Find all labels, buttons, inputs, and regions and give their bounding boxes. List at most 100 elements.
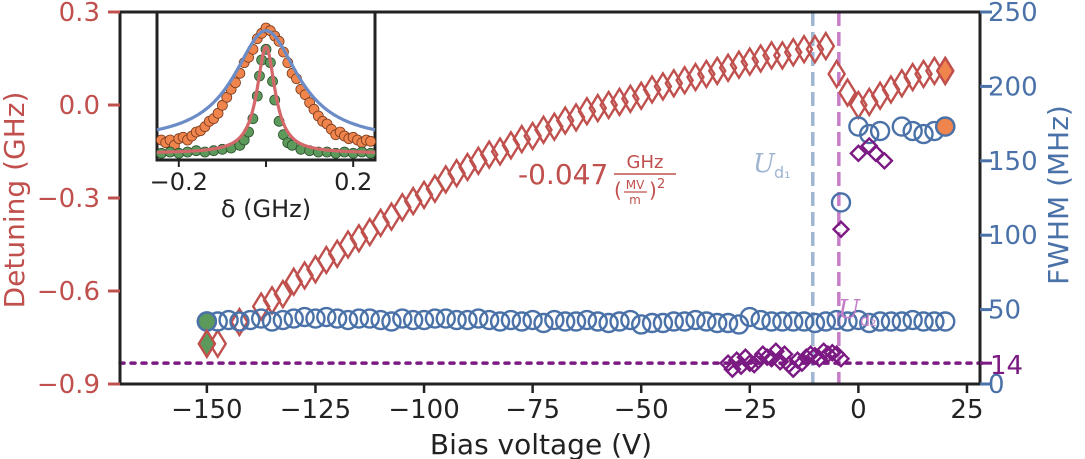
fwhm-point [576, 309, 598, 331]
fwhm-point [326, 308, 348, 329]
detuning-point [783, 37, 803, 68]
y-left-tick-label: −0.9 [37, 370, 100, 400]
detuning-point [729, 49, 749, 80]
fwhm-point [392, 308, 413, 329]
detuning-point [718, 52, 738, 84]
fwhm-point [533, 312, 554, 334]
fwhm-point [283, 308, 304, 329]
detuning-point [914, 58, 933, 90]
fwhm-purple-point [810, 349, 829, 368]
detuning-point [273, 278, 293, 310]
fwhm-point [370, 309, 391, 331]
detuning-point [588, 92, 608, 124]
detuning-point [512, 123, 532, 155]
fwhm-point [772, 311, 793, 332]
fwhm-point [913, 123, 934, 145]
inset-x-label: δ (GHz) [221, 195, 311, 223]
detuning-point [599, 89, 619, 121]
y-right-tick-label: 150 [988, 147, 1038, 177]
fwhm-purple-point [831, 349, 851, 368]
highlight-point [935, 55, 955, 87]
fwhm-point [663, 311, 684, 332]
fwhm-point [837, 311, 858, 332]
right-axis-14-label: 14 [990, 351, 1023, 381]
vline2-label-sub: d₂ [860, 311, 877, 330]
fwhm-point [457, 309, 478, 331]
fwhm-point [250, 308, 272, 329]
y-right-tick-label: 250 [988, 0, 1038, 28]
x-tick-label: 0 [850, 395, 867, 425]
fwhm-point [468, 308, 489, 329]
y-right-tick-label: 200 [988, 72, 1038, 102]
fwhm-point [381, 311, 402, 332]
detuning-point [230, 306, 249, 338]
fwhm-point [598, 312, 619, 334]
fwhm-point [717, 312, 739, 334]
highlight-point [196, 311, 218, 332]
fwhm-point [544, 309, 565, 331]
fwhm-point [685, 309, 706, 331]
fwhm-point [435, 308, 456, 329]
fwhm-point [337, 309, 359, 331]
fwhm-purple-point [849, 144, 868, 163]
fwhm-purple-point [740, 353, 759, 373]
detuning-point [827, 58, 847, 90]
fwhm-point [565, 311, 587, 332]
x-tick-label: −150 [171, 395, 242, 425]
fwhm-point [446, 309, 467, 331]
fwhm-point [804, 312, 826, 334]
fwhm-point [761, 311, 782, 332]
fwhm-point [511, 311, 532, 332]
x-tick-label: −50 [614, 395, 669, 425]
fwhm-point [707, 312, 728, 334]
vline1-label: U [753, 149, 776, 179]
fwhm-purple-point [823, 343, 842, 362]
fwhm-point [902, 309, 923, 331]
inset-orange-point [365, 135, 377, 147]
fwhm-point [826, 309, 847, 331]
detuning-point [740, 46, 760, 77]
fwhm-point [793, 311, 815, 332]
fwhm-point [783, 311, 804, 332]
fwhm-point [402, 309, 424, 331]
fwhm-point [424, 308, 446, 329]
fwhm-point [522, 309, 543, 331]
fwhm-point [609, 311, 630, 332]
fwhm-point [620, 309, 641, 331]
detuning-point [675, 64, 695, 96]
inset-blue-fit [156, 29, 376, 132]
y-axis-left-label: Detuning (GHz) [0, 92, 31, 309]
slope-unit-denominator: MV [626, 178, 645, 192]
fwhm-point [359, 308, 380, 329]
fwhm-point [229, 311, 250, 332]
fwhm-point [348, 308, 370, 329]
y-right-tick-label: 100 [988, 221, 1038, 251]
fwhm-point [869, 311, 891, 332]
fwhm-purple-point [792, 353, 812, 373]
fwhm-point [305, 308, 326, 329]
slope-paren-close: ) [649, 178, 657, 202]
detuning-point [805, 33, 825, 65]
inset-plot: −0.2 0.2 [150, 10, 377, 196]
detuning-point [838, 77, 857, 108]
detuning-point [903, 61, 923, 93]
slope-coefficient: -0.047 [518, 158, 608, 191]
detuning-point [653, 71, 673, 102]
slope-unit-denominator-sub: m [629, 193, 641, 207]
highlight-point [197, 328, 217, 359]
fwhm-point [696, 311, 717, 332]
fwhm-point [631, 314, 652, 335]
y-left-tick-label: 0.3 [59, 0, 100, 28]
fwhm-point [815, 311, 837, 332]
detuning-point [534, 114, 553, 146]
highlight-point [935, 116, 956, 137]
vline1-label-sub: d₁ [774, 163, 791, 182]
x-tick-label: 25 [950, 395, 983, 425]
fwhm-point [830, 192, 852, 213]
fwhm-point [478, 309, 500, 331]
fwhm-point [859, 123, 880, 145]
fwhm-point [902, 120, 923, 142]
detuning-point [555, 105, 575, 136]
fwhm-point [587, 311, 608, 332]
